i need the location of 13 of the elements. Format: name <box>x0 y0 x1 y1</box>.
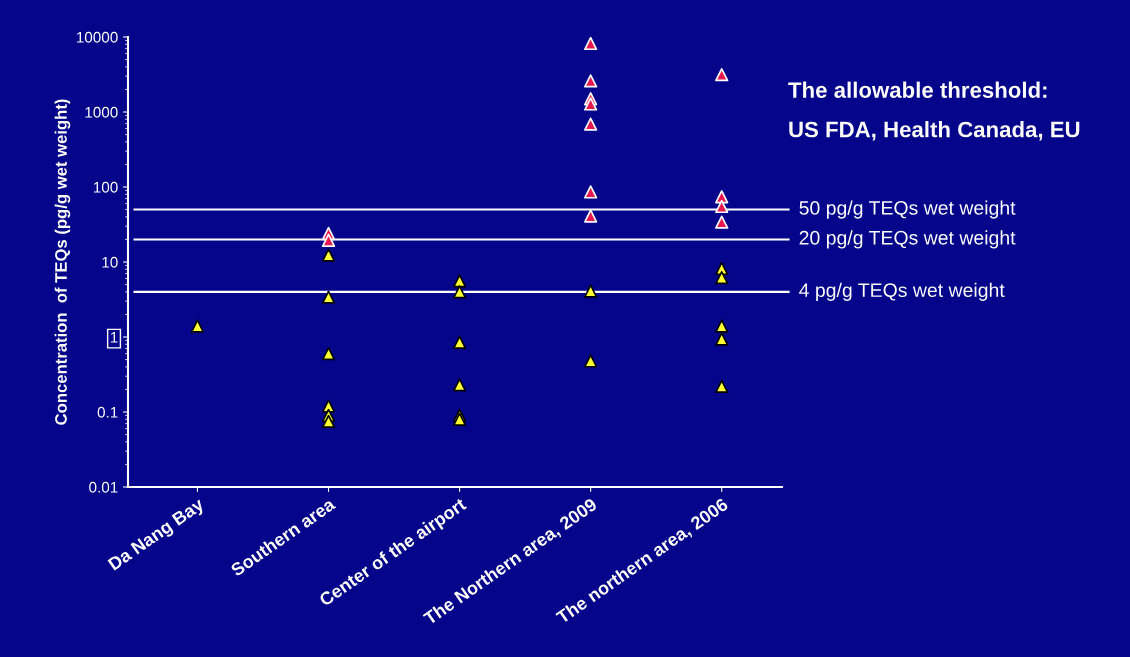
y-tick-label: 1 <box>110 332 118 343</box>
y-tick-label: 0.01 <box>89 481 118 493</box>
y-tick-label: 10000 <box>76 31 118 43</box>
y-tick-label: 10 <box>102 256 118 268</box>
text: US FDA, Health Canada, EU <box>789 121 1080 141</box>
y-tick-label: 1000 <box>85 106 118 118</box>
ref-line-label: 50 pg/g TEQs wet weight <box>799 200 1016 219</box>
y-axis-title: Concentration of TEQs (pg/g wet weight) <box>54 99 71 425</box>
ref-line-label: 20 pg/g TEQs wet weight <box>799 230 1016 249</box>
ref-line-label: 4 pg/g TEQs wet weight <box>799 282 1005 301</box>
y-tick-label: 0.1 <box>97 406 118 418</box>
y-tick-label: 100 <box>93 181 118 193</box>
annotation: The allowable threshold: <box>788 81 1047 98</box>
